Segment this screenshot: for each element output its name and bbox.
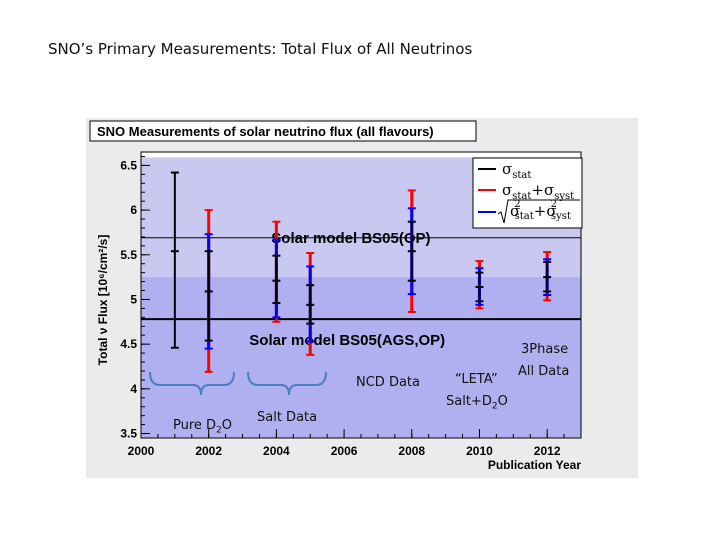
annotation-3phase-all: All Data [518,364,570,379]
y-axis: 3.5 4 4.5 5 5.5 6 6.5 [120,155,150,441]
y-axis-label: Total ν Flux [10⁶/cm²/s] [96,235,110,366]
annotation-pure-d2o: Pure D2O [173,418,233,436]
legend: σstat σstat+σsyst σ2 stat+σ2 syst [472,157,583,229]
x-tick-label: 2008 [398,444,425,458]
legend-stat: σstat [502,160,531,181]
x-tick-label: 2012 [534,444,561,458]
y-tick-label: 4.5 [120,337,137,351]
model-label-bs05-ags-op: Solar model BS05(AGS,OP) [249,332,445,349]
y-tick-label: 5.5 [120,248,137,262]
y-tick-label: 3.5 [120,427,137,441]
measurement-points [170,171,552,373]
brace-salt-icon [247,371,327,396]
model-label-bs05-op: Solar model BS05(OP) [271,230,430,247]
annotation-ncd: NCD Data [356,375,420,390]
y-tick-label: 6.5 [120,158,137,172]
annotation-3phase: 3Phase [521,342,569,357]
chart-title: SNO Measurements of solar neutrino flux … [97,124,434,139]
chart-title-box [89,120,477,142]
annotation-salt: Salt Data [257,410,318,425]
brace-pure-d2o-icon [149,371,235,396]
model-band-bs05-ags-op [141,277,581,438]
x-tick-label: 2000 [128,444,155,458]
dataset-braces [149,371,327,396]
annotation-leta-sub: Salt+D2O [446,394,508,412]
slide-title: SNO’s Primary Measurements: Total Flux o… [48,40,473,58]
x-axis-label: Publication Year [488,458,581,472]
legend-stat-syst: σstat+σsyst [502,181,574,202]
y-tick-label: 6 [130,203,137,217]
y-tick-label: 4 [130,382,137,396]
x-axis: 2000 2002 2004 2006 2008 2010 2012 [128,429,582,458]
sqrt-icon [497,199,580,224]
x-tick-label: 2010 [466,444,493,458]
x-tick-label: 2004 [263,444,290,458]
annotation-leta: “LETA” [455,372,498,387]
y-tick-label: 5 [130,292,137,306]
x-tick-label: 2006 [331,444,358,458]
x-tick-label: 2002 [195,444,222,458]
legend-quadrature: σ2 stat+σ2 syst [510,199,571,222]
